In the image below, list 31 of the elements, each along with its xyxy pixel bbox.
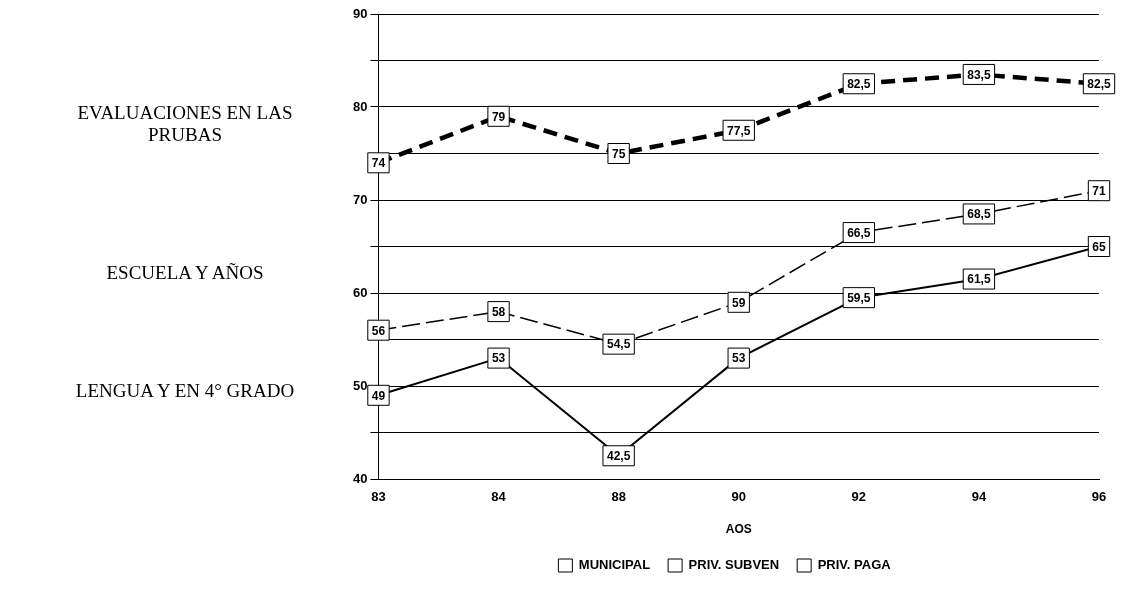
- data-label: 53: [491, 351, 506, 366]
- x-tick-label: 88: [611, 489, 626, 505]
- data-label: 49: [371, 388, 386, 403]
- text: ESCUELA Y AÑOS: [105, 262, 265, 284]
- x-tick-label: 94: [971, 489, 987, 505]
- x-tick-label: 84: [491, 489, 507, 505]
- x-tick-label: 92: [851, 489, 867, 505]
- data-label: 58: [491, 304, 506, 319]
- text: EVALUACIONES EN LAS PRUBAS: [77, 102, 293, 145]
- y-tick-label: 80: [352, 98, 368, 114]
- data-label: 53: [732, 351, 746, 366]
- y-tick-label: 90: [352, 5, 368, 21]
- data-label: 56: [371, 323, 386, 338]
- data-label: 75: [611, 146, 626, 161]
- data-label: 71: [1092, 184, 1106, 199]
- legend-label: MUNICIPAL: [578, 557, 651, 573]
- data-label: 59: [732, 295, 746, 310]
- x-tick-label: 90: [731, 489, 746, 505]
- data-label: 65: [1092, 239, 1106, 254]
- x-tick-label: 96: [1091, 489, 1107, 505]
- y-tick-label: 60: [352, 284, 368, 300]
- data-label: 74: [371, 156, 386, 171]
- x-tick-label: 83: [371, 489, 386, 505]
- data-label: 79: [491, 109, 506, 124]
- y-tick-label: 50: [352, 377, 368, 393]
- text: LENGUA Y EN 4° GRADO: [75, 380, 295, 401]
- y-tick-label: 70: [352, 191, 368, 207]
- legend-label: PRIV. SUBVEN: [688, 557, 780, 573]
- y-tick-label: 40: [352, 470, 368, 486]
- legend-label: PRIV. PAGA: [817, 557, 892, 573]
- x-axis-title: AOS: [725, 522, 752, 537]
